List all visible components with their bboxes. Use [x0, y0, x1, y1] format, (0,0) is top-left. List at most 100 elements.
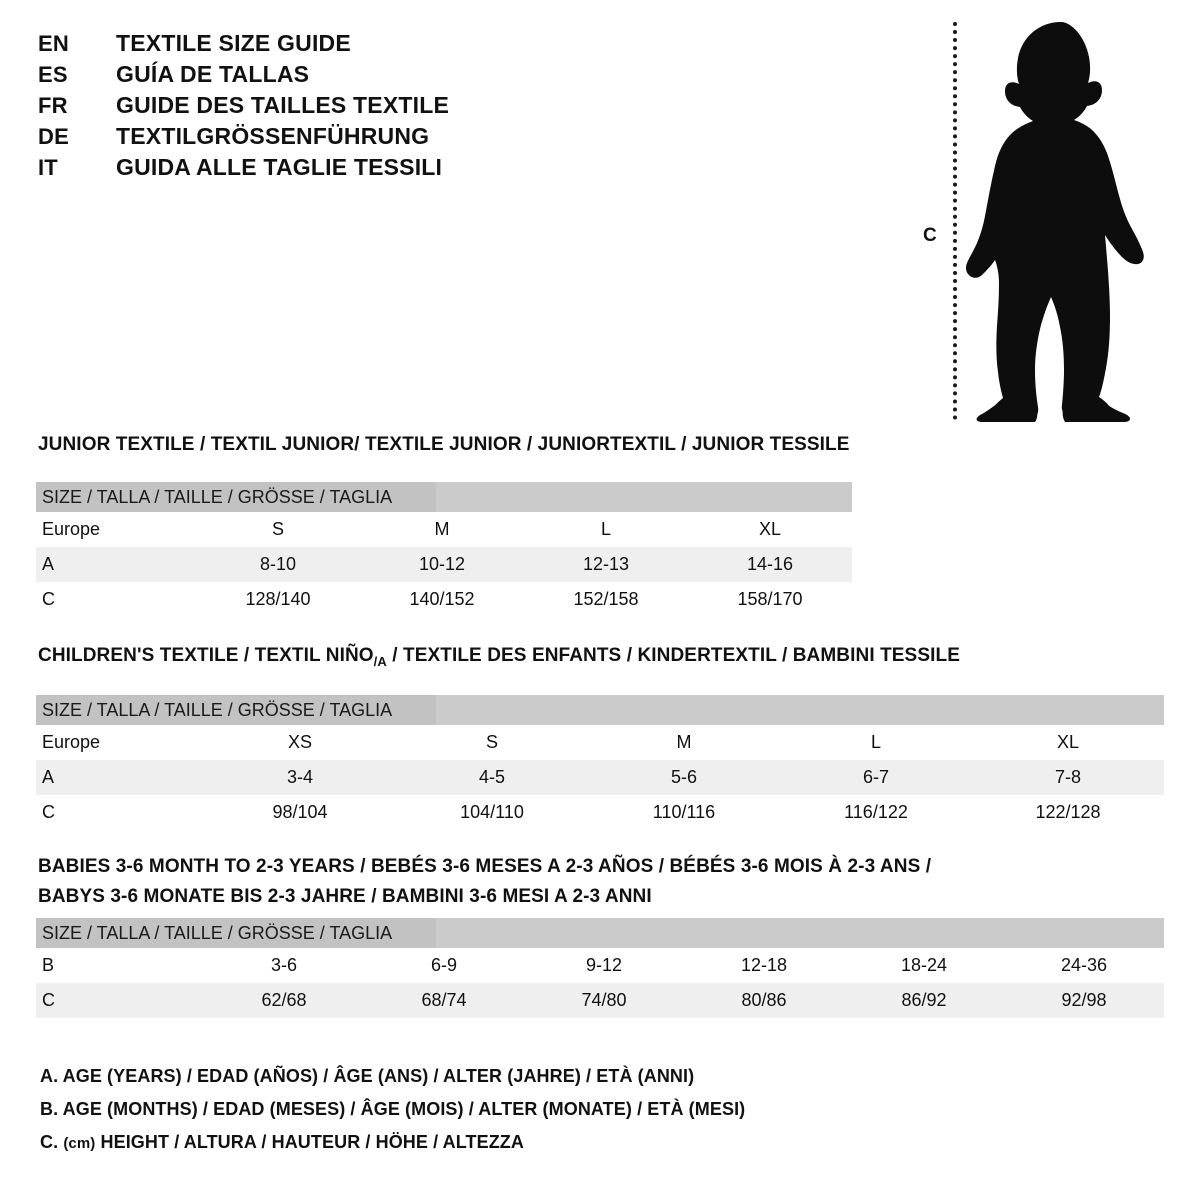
babies-row-c-label: C — [36, 983, 204, 1018]
language-code-es: ES — [38, 62, 68, 87]
legend-line-c-prefix: C. — [40, 1132, 64, 1152]
children-band-bar-dark-segment — [36, 695, 436, 725]
children-row-a: A 3-4 4-5 5-6 6-7 7-8 — [36, 760, 1164, 795]
children-row-c-value-2: 110/116 — [588, 795, 780, 830]
children-row-c: C 98/104 104/110 110/116 116/122 122/128 — [36, 795, 1164, 830]
section-heading-babies-line1: BABIES 3-6 MONTH TO 2-3 YEARS / BEBÉS 3-… — [38, 856, 932, 877]
section-heading-children-part2: / TEXTILE DES ENFANTS / KINDERTEXTIL / B… — [386, 645, 960, 666]
children-row-c-value-0: 98/104 — [204, 795, 396, 830]
language-title-block: EN TEXTILE SIZE GUIDE ES GUÍA DE TALLAS … — [38, 30, 598, 185]
junior-row-europe-label: Europe — [36, 512, 196, 547]
junior-row-c-value-0: 128/140 — [196, 582, 360, 617]
section-heading-junior: JUNIOR TEXTILE / TEXTIL JUNIOR/ TEXTILE … — [38, 434, 850, 455]
height-axis-label-c: C — [923, 225, 937, 246]
babies-row-c-value-2: 74/80 — [524, 983, 684, 1018]
children-row-a-value-0: 3-4 — [204, 760, 396, 795]
junior-row-a-value-2: 12-13 — [524, 547, 688, 582]
junior-band-bar-dark-segment — [36, 482, 436, 512]
language-code-en: EN — [38, 31, 69, 56]
children-band-bar: SIZE / TALLA / TAILLE / GRÖSSE / TAGLIA — [36, 695, 1164, 725]
children-band-cell: SIZE / TALLA / TAILLE / GRÖSSE / TAGLIA — [36, 695, 1164, 725]
legend-line-c-unit: (cm) — [63, 1135, 96, 1152]
language-title-de: TEXTILGRÖSSENFÜHRUNG — [116, 123, 430, 149]
junior-band-cell: SIZE / TALLA / TAILLE / GRÖSSE / TAGLIA — [36, 482, 852, 512]
babies-row-c-value-0: 62/68 — [204, 983, 364, 1018]
language-code-it: IT — [38, 155, 58, 180]
children-row-c-value-4: 122/128 — [972, 795, 1164, 830]
children-row-europe-value-3: L — [780, 725, 972, 760]
language-code-fr: FR — [38, 93, 68, 118]
children-row-a-value-2: 5-6 — [588, 760, 780, 795]
junior-row-c-value-3: 158/170 — [688, 582, 852, 617]
junior-row-a-label: A — [36, 547, 196, 582]
babies-band-bar: SIZE / TALLA / TAILLE / GRÖSSE / TAGLIA — [36, 918, 1164, 948]
children-row-europe-value-4: XL — [972, 725, 1164, 760]
babies-row-c-value-3: 80/86 — [684, 983, 844, 1018]
junior-size-table: SIZE / TALLA / TAILLE / GRÖSSE / TAGLIA … — [36, 482, 852, 617]
junior-row-a-value-3: 14-16 — [688, 547, 852, 582]
language-row-es: ES GUÍA DE TALLAS — [38, 61, 598, 92]
section-heading-babies-line2: BABYS 3-6 MONATE BIS 2-3 JAHRE / BAMBINI… — [38, 886, 652, 907]
children-row-a-value-1: 4-5 — [396, 760, 588, 795]
height-measurement-diagram: C — [905, 12, 1165, 422]
language-row-fr: FR GUIDE DES TAILLES TEXTILE — [38, 92, 598, 123]
children-row-c-value-3: 116/122 — [780, 795, 972, 830]
legend-line-c: C. (cm) HEIGHT / ALTURA / HAUTEUR / HÖHE… — [40, 1132, 860, 1165]
language-title-fr: GUIDE DES TAILLES TEXTILE — [116, 92, 449, 118]
children-table-band-row: SIZE / TALLA / TAILLE / GRÖSSE / TAGLIA — [36, 695, 1164, 725]
junior-row-a-value-0: 8-10 — [196, 547, 360, 582]
children-row-c-value-1: 104/110 — [396, 795, 588, 830]
section-heading-babies: BABIES 3-6 MONTH TO 2-3 YEARS / BEBÉS 3-… — [38, 856, 931, 908]
legend-line-a: A. AGE (YEARS) / EDAD (AÑOS) / ÂGE (ANS)… — [40, 1066, 695, 1086]
language-row-en: EN TEXTILE SIZE GUIDE — [38, 30, 598, 61]
babies-row-b-value-4: 18-24 — [844, 948, 1004, 983]
babies-row-c: C 62/68 68/74 74/80 80/86 86/92 92/98 — [36, 983, 1164, 1018]
babies-row-b-value-0: 3-6 — [204, 948, 364, 983]
junior-row-europe-value-3: XL — [688, 512, 852, 547]
language-title-en: TEXTILE SIZE GUIDE — [116, 30, 351, 56]
babies-band-bar-dark-segment — [36, 918, 436, 948]
children-row-europe: Europe XS S M L XL — [36, 725, 1164, 760]
children-row-a-label: A — [36, 760, 204, 795]
children-row-europe-value-2: M — [588, 725, 780, 760]
junior-row-europe-value-0: S — [196, 512, 360, 547]
babies-row-c-value-4: 86/92 — [844, 983, 1004, 1018]
babies-row-b-value-5: 24-36 — [1004, 948, 1164, 983]
babies-table-band-row: SIZE / TALLA / TAILLE / GRÖSSE / TAGLIA — [36, 918, 1164, 948]
section-heading-children-sub: /A — [373, 653, 387, 669]
children-size-table: SIZE / TALLA / TAILLE / GRÖSSE / TAGLIA … — [36, 695, 1164, 830]
legend-line-b: B. AGE (MONTHS) / EDAD (MESES) / ÂGE (MO… — [40, 1099, 746, 1119]
junior-row-europe-value-1: M — [360, 512, 524, 547]
children-row-europe-value-1: S — [396, 725, 588, 760]
children-row-a-value-4: 7-8 — [972, 760, 1164, 795]
babies-row-c-value-5: 92/98 — [1004, 983, 1164, 1018]
children-row-europe-label: Europe — [36, 725, 204, 760]
babies-band-label: SIZE / TALLA / TAILLE / GRÖSSE / TAGLIA — [42, 923, 393, 943]
junior-table-band-row: SIZE / TALLA / TAILLE / GRÖSSE / TAGLIA — [36, 482, 852, 512]
language-title-it: GUIDA ALLE TAGLIE TESSILI — [116, 154, 443, 180]
legend-line-c-rest: HEIGHT / ALTURA / HAUTEUR / HÖHE / ALTEZ… — [95, 1132, 524, 1152]
junior-row-c-value-2: 152/158 — [524, 582, 688, 617]
junior-row-europe: Europe S M L XL — [36, 512, 852, 547]
babies-row-b-value-1: 6-9 — [364, 948, 524, 983]
junior-row-europe-value-2: L — [524, 512, 688, 547]
children-row-c-label: C — [36, 795, 204, 830]
junior-row-c: C 128/140 140/152 152/158 158/170 — [36, 582, 852, 617]
language-title-es: GUÍA DE TALLAS — [116, 61, 310, 87]
junior-row-a: A 8-10 10-12 12-13 14-16 — [36, 547, 852, 582]
junior-row-c-value-1: 140/152 — [360, 582, 524, 617]
child-silhouette-icon — [966, 22, 1144, 422]
babies-row-b-value-3: 12-18 — [684, 948, 844, 983]
language-row-it: IT GUIDA ALLE TAGLIE TESSILI — [38, 154, 598, 185]
babies-size-table: SIZE / TALLA / TAILLE / GRÖSSE / TAGLIA … — [36, 918, 1164, 1018]
junior-band-label: SIZE / TALLA / TAILLE / GRÖSSE / TAGLIA — [42, 487, 393, 507]
section-heading-children-part1: CHILDREN'S TEXTILE / TEXTIL NIÑO — [38, 645, 374, 666]
legend-block: A. AGE (YEARS) / EDAD (AÑOS) / ÂGE (ANS)… — [40, 1066, 860, 1165]
babies-row-b-value-2: 9-12 — [524, 948, 684, 983]
language-row-de: DE TEXTILGRÖSSENFÜHRUNG — [38, 123, 598, 154]
children-band-label: SIZE / TALLA / TAILLE / GRÖSSE / TAGLIA — [42, 700, 393, 720]
height-dotted-line-icon — [953, 22, 957, 420]
babies-row-b: B 3-6 6-9 9-12 12-18 18-24 24-36 — [36, 948, 1164, 983]
children-row-a-value-3: 6-7 — [780, 760, 972, 795]
section-heading-children: CHILDREN'S TEXTILE / TEXTIL NIÑO/A / TEX… — [38, 645, 960, 669]
